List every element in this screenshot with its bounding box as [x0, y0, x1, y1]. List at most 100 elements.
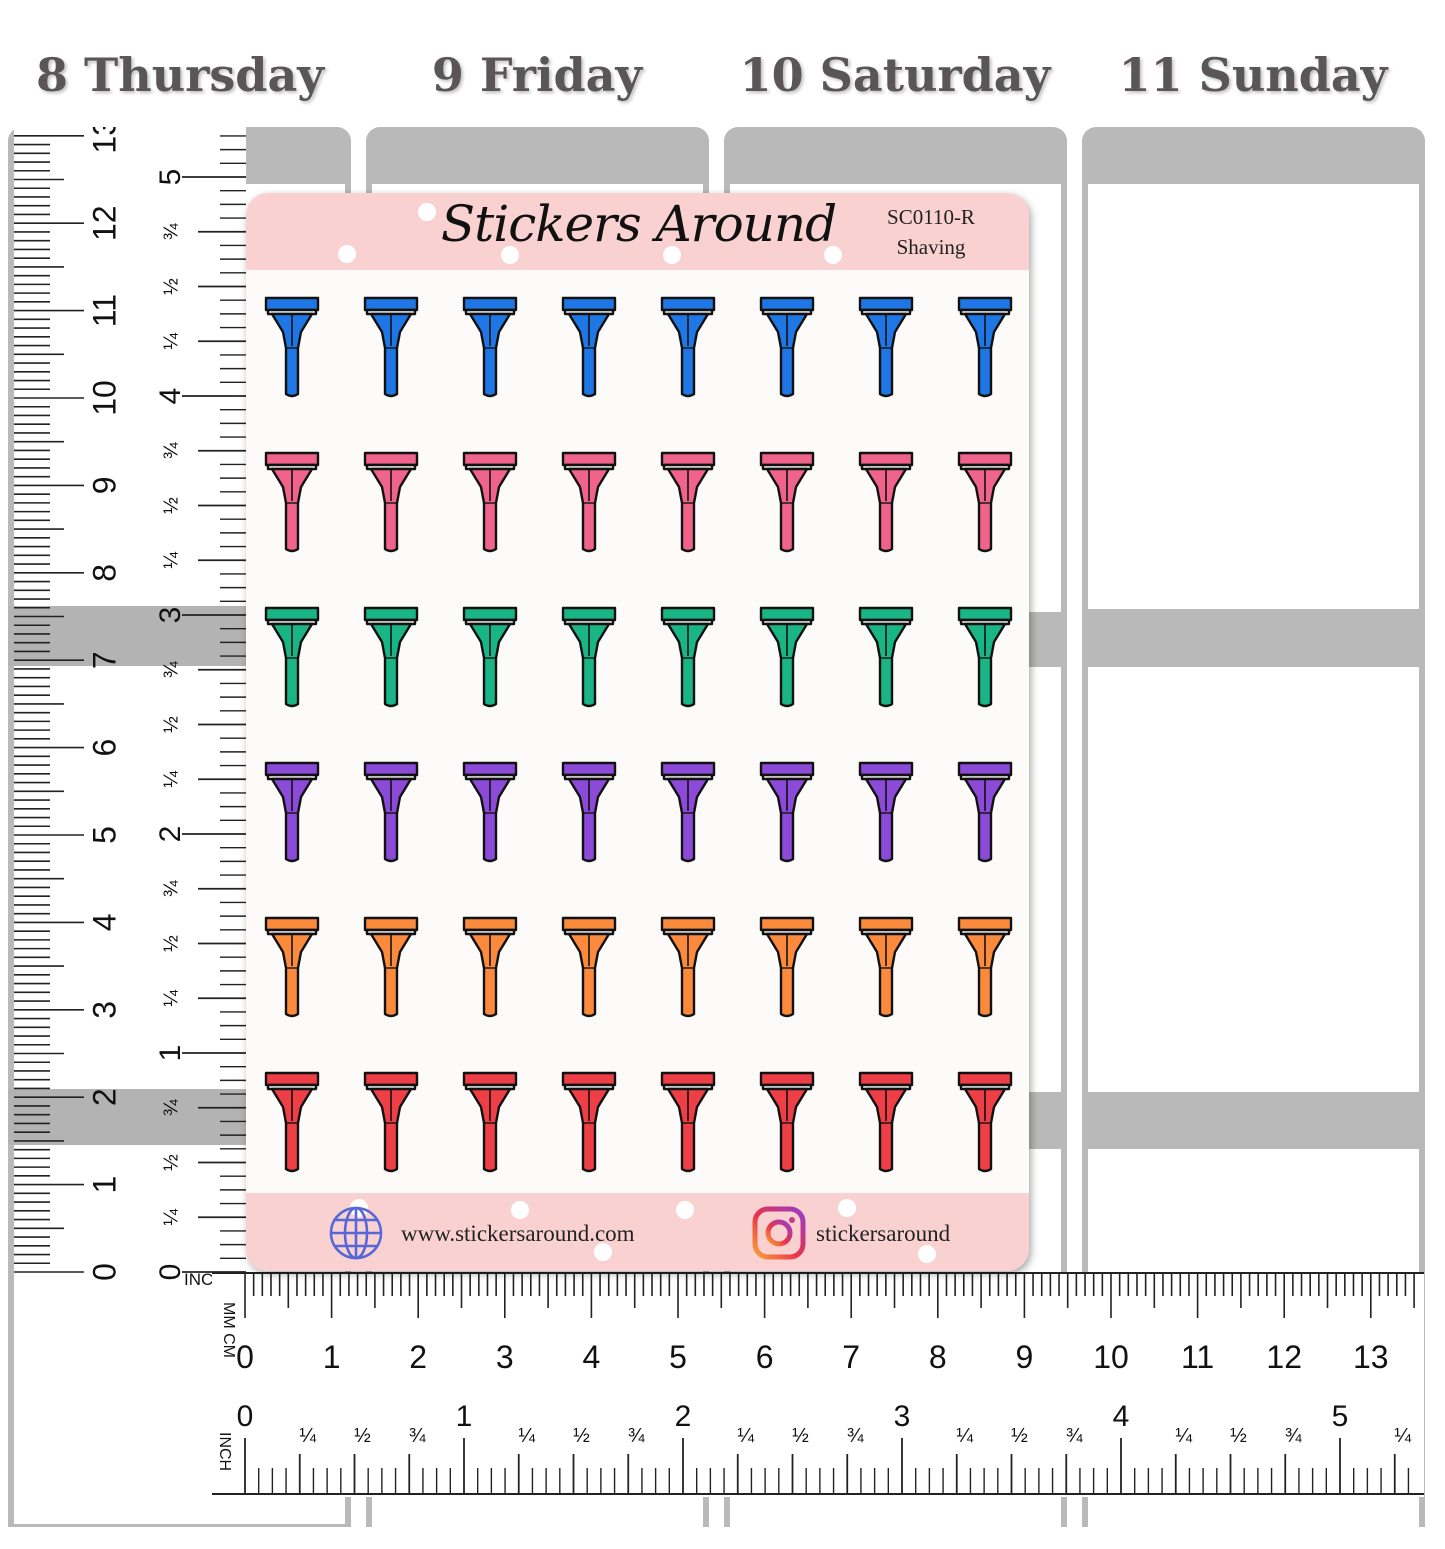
razor-icon	[660, 1071, 716, 1175]
ruler-inch-label: ¾	[1285, 1425, 1302, 1447]
razor-icon	[561, 451, 617, 555]
razor-icon	[363, 451, 419, 555]
ruler-inch-label: ¾	[160, 442, 182, 459]
product-subject: Shaving	[896, 235, 966, 259]
razor-icon	[264, 606, 320, 710]
ruler-cm-label: 7	[842, 1339, 860, 1375]
vertical-ruler: 0123456789101112130¼½¾1¼½¾2¼½¾3¼½¾4¼½¾5M…	[14, 127, 246, 1287]
ruler-units-label: MM CM	[220, 1302, 237, 1358]
ruler-inch-label: ½	[160, 278, 182, 295]
ruler-inch-label: 1	[456, 1400, 473, 1433]
ruler-inch-label: ½	[160, 497, 182, 514]
razor-icon	[759, 296, 815, 400]
razor-icon	[462, 1071, 518, 1175]
ruler-cm-label: 13	[1353, 1339, 1389, 1375]
ruler-inch-label: 4	[154, 388, 187, 405]
ruler-inch-label: ¼	[160, 552, 182, 569]
razor-icon	[957, 916, 1013, 1020]
ruler-inch-label: ½	[573, 1425, 590, 1447]
razor-icon	[759, 761, 815, 865]
product-code: SC0110-R	[887, 205, 975, 229]
razor-icon	[759, 1071, 815, 1175]
razor-icon	[462, 761, 518, 865]
razor-icon	[363, 916, 419, 1020]
ruler-units-label: MM CM	[28, 1286, 87, 1287]
ruler-cm-label: 11	[1181, 1339, 1214, 1375]
razor-icon	[363, 296, 419, 400]
razor-icon	[561, 761, 617, 865]
ruler-inch-label: ½	[160, 716, 182, 733]
razor-icon	[462, 916, 518, 1020]
ruler-cm-label: 1	[86, 1176, 122, 1194]
ruler-inch-label: ¼	[160, 1209, 182, 1226]
ruler-inch-label: 1	[154, 1045, 187, 1062]
razor-icon	[660, 606, 716, 710]
razor-icon	[264, 451, 320, 555]
ruler-cm-label: 5	[669, 1339, 687, 1375]
razor-icon	[561, 916, 617, 1020]
ruler-inch-label: ½	[160, 1154, 182, 1171]
ruler-cm-label: 0	[236, 1339, 254, 1375]
ruler-inch-label: ½	[160, 935, 182, 952]
ruler-inch-label: ¼	[1175, 1425, 1192, 1447]
razor-icon	[957, 606, 1013, 710]
ruler-inch-label: ¾	[628, 1425, 645, 1447]
ruler-inch-label: ¾	[1066, 1425, 1083, 1447]
razor-icon	[561, 606, 617, 710]
razor-icon	[759, 451, 815, 555]
ruler-inch-label: 0	[154, 1264, 187, 1281]
ruler-cm-label: 13	[86, 127, 122, 154]
ruler-inch-label: ¾	[847, 1425, 864, 1447]
ruler-cm-label: 2	[409, 1339, 427, 1375]
ruler-inch-label: 5	[1332, 1400, 1349, 1433]
ruler-inch-label: ¼	[160, 990, 182, 1007]
ruler-inch-label: 3	[894, 1400, 911, 1433]
brand-title: Stickers Around	[440, 195, 837, 253]
day-title-friday: 9 Friday	[431, 48, 643, 102]
ruler-cm-label: 12	[86, 205, 122, 241]
instagram-handle[interactable]: stickersaround	[816, 1221, 951, 1246]
razor-icon	[759, 916, 815, 1020]
razor-icon	[462, 451, 518, 555]
ruler-inch-label: ¾	[409, 1425, 426, 1447]
instagram-icon[interactable]	[751, 1205, 807, 1261]
ruler-inch-label: 5	[154, 169, 187, 186]
ruler-inch-label: ½	[1011, 1425, 1028, 1447]
ruler-cm-label: 3	[496, 1339, 514, 1375]
ruler-inch-label: ¾	[160, 661, 182, 678]
ruler-inch-label: ¾	[160, 1099, 182, 1116]
razor-icon	[660, 761, 716, 865]
ruler-inch-label: ¼	[299, 1425, 316, 1447]
ruler-cm-label: 8	[86, 564, 122, 582]
ruler-cm-label: 10	[1093, 1339, 1129, 1375]
razor-icon	[957, 296, 1013, 400]
ruler-inch-label: 4	[1113, 1400, 1130, 1433]
razor-icon	[561, 296, 617, 400]
razor-icon	[264, 761, 320, 865]
razor-icon	[264, 1071, 320, 1175]
ruler-inch-label: ½	[1230, 1425, 1247, 1447]
day-title-thursday: 8 Thursday	[36, 48, 324, 102]
day-title-sunday: 11 Sunday	[1118, 48, 1388, 102]
razor-icon	[660, 296, 716, 400]
ruler-inch-label: ¼	[160, 771, 182, 788]
ruler-cm-label: 9	[86, 477, 122, 495]
razor-icon	[561, 1071, 617, 1175]
ruler-inch-label: ¼	[737, 1425, 754, 1447]
razor-icon	[858, 606, 914, 710]
ruler-inch-label: ¼	[518, 1425, 535, 1447]
razor-icon	[363, 606, 419, 710]
ruler-cm-label: 9	[1016, 1339, 1034, 1375]
razor-icon	[660, 451, 716, 555]
ruler-inch-title: INCH	[216, 1432, 233, 1471]
razor-icon	[858, 1071, 914, 1175]
globe-icon[interactable]	[328, 1205, 384, 1261]
razor-icon	[957, 1071, 1013, 1175]
website-link[interactable]: www.stickersaround.com	[401, 1221, 635, 1246]
ruler-inch-label: 2	[154, 826, 187, 843]
ruler-inch-label: ¾	[160, 880, 182, 897]
razor-icon	[462, 296, 518, 400]
ruler-inch-label: 3	[154, 607, 187, 624]
sheet-footer: www.stickersaround.com stickersaround	[246, 1193, 1029, 1271]
